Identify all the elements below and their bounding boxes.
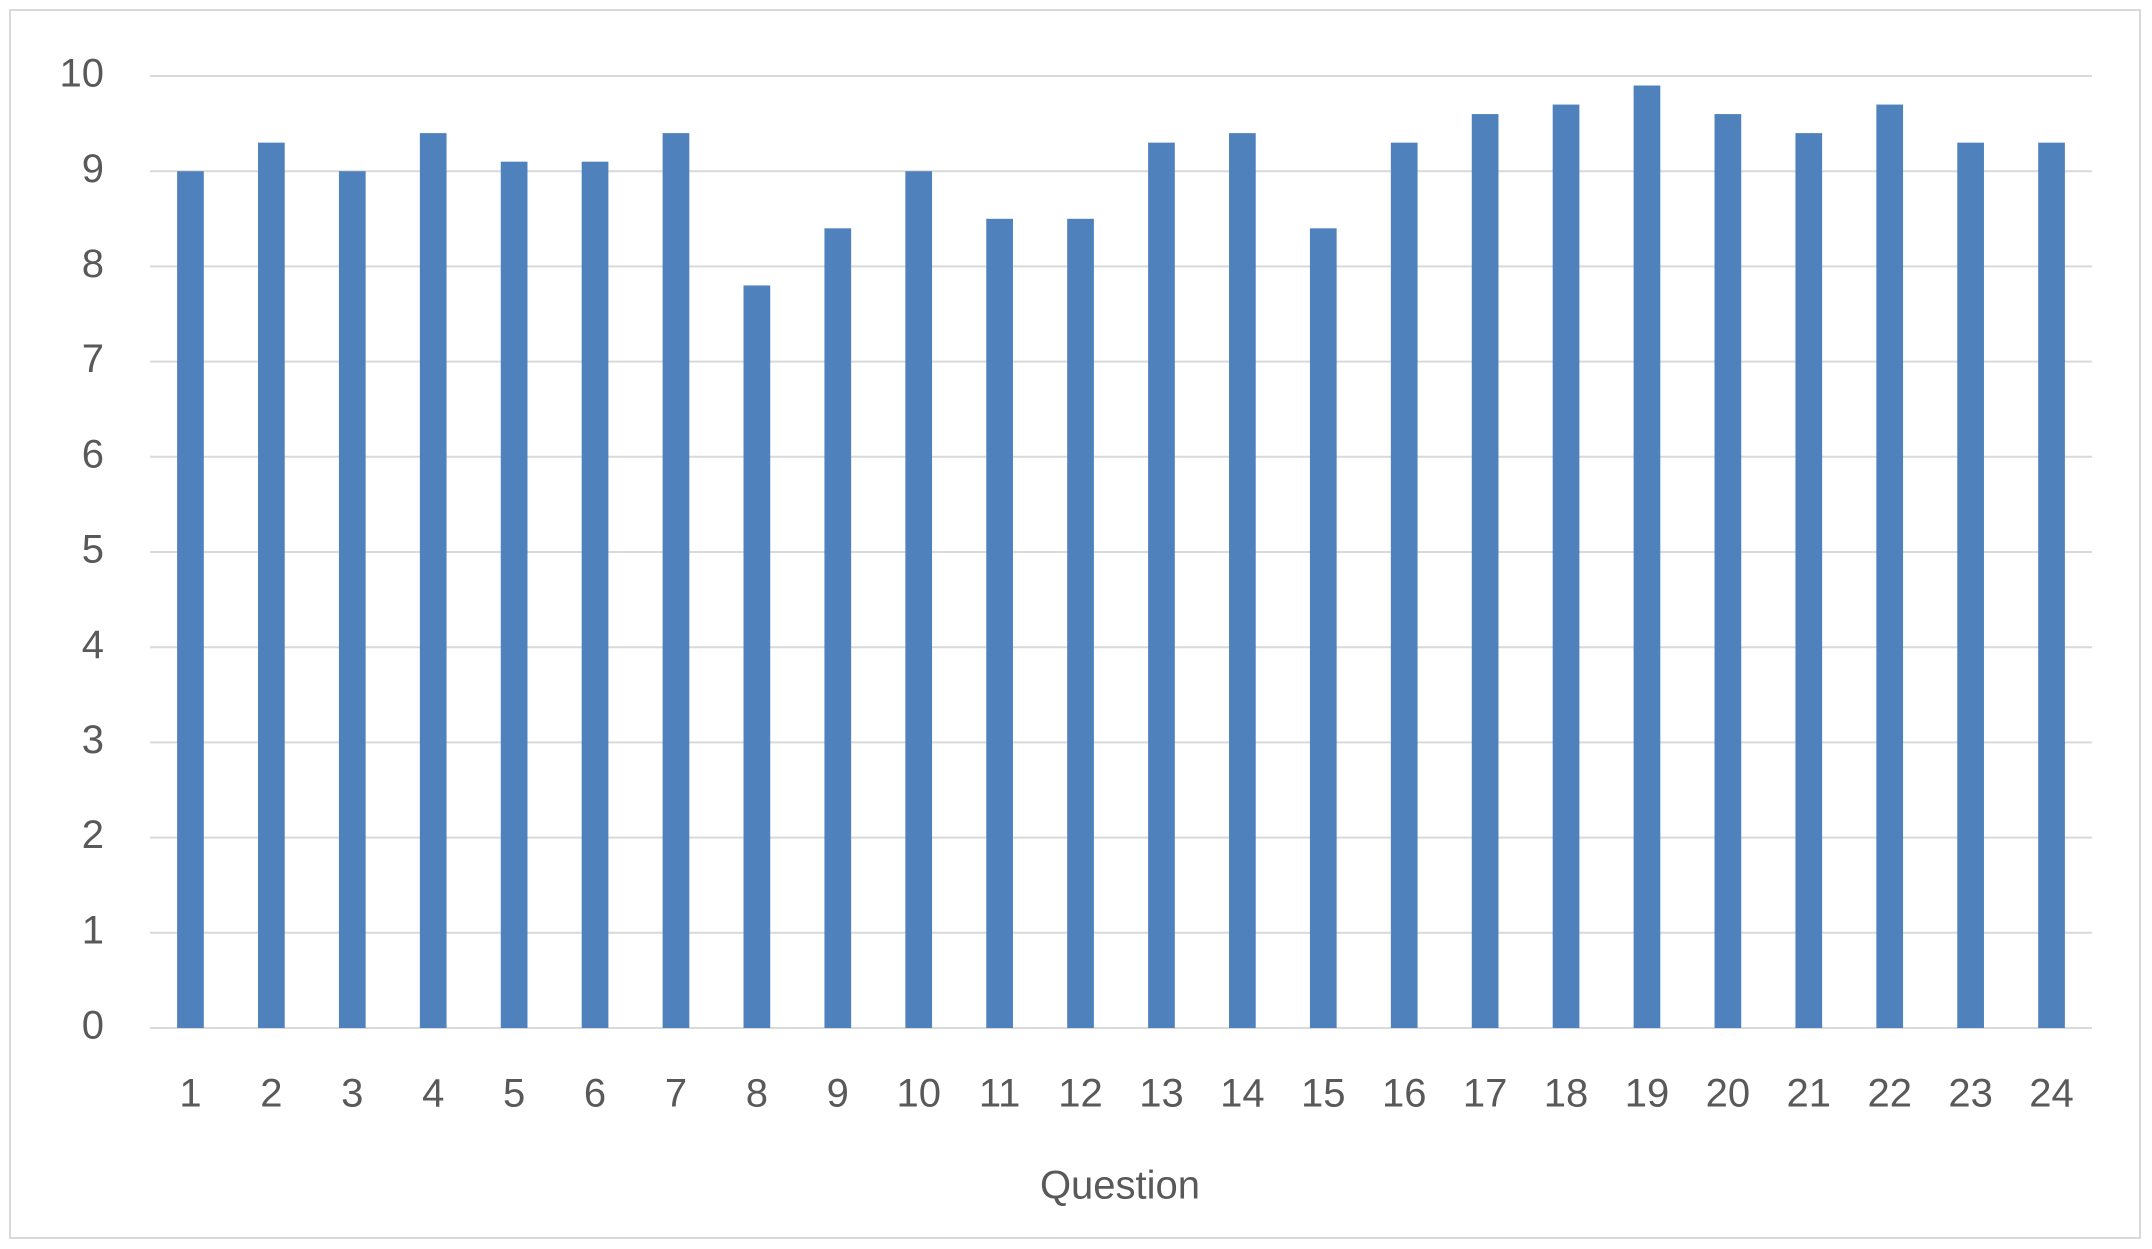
y-tick-label: 9 <box>82 147 104 191</box>
bar <box>824 228 852 1028</box>
x-tick-label: 8 <box>746 1072 768 1116</box>
x-tick-label: 9 <box>827 1072 849 1116</box>
x-tick-label: 11 <box>979 1072 1021 1116</box>
y-tick-label: 1 <box>82 908 104 952</box>
bar <box>1390 142 1418 1028</box>
bar <box>500 161 528 1028</box>
y-tick-label: 4 <box>82 623 104 667</box>
x-tick-label: 20 <box>1706 1072 1751 1116</box>
x-tick-label: 2 <box>260 1072 282 1116</box>
y-tick-label: 7 <box>82 337 104 381</box>
bar <box>581 161 609 1028</box>
x-tick-label: 21 <box>1787 1072 1832 1116</box>
bar <box>1471 114 1499 1028</box>
x-tick-label: 4 <box>422 1072 444 1116</box>
bar <box>1067 218 1094 1029</box>
bar <box>1229 133 1256 1028</box>
x-tick-label: 22 <box>1867 1072 1912 1116</box>
x-tick-label: 19 <box>1625 1072 1670 1116</box>
x-tick-label: 10 <box>896 1072 941 1116</box>
x-tick-label: 5 <box>503 1072 525 1116</box>
bar <box>1148 142 1175 1028</box>
y-tick-label: 3 <box>82 718 104 762</box>
x-tick-label: 3 <box>341 1072 363 1116</box>
bar <box>1795 133 1823 1028</box>
x-tick-label: 13 <box>1139 1072 1184 1116</box>
x-tick-label: 6 <box>584 1072 606 1116</box>
bar <box>905 171 933 1028</box>
bar <box>1633 85 1661 1028</box>
x-tick-label: 23 <box>1948 1072 1993 1116</box>
bar <box>1876 104 1904 1028</box>
x-tick-label: 16 <box>1382 1072 1427 1116</box>
bar <box>662 133 690 1028</box>
bar <box>1714 114 1742 1028</box>
bar <box>986 218 1013 1029</box>
x-axis-label: Question <box>1040 1164 1200 1208</box>
bar <box>419 133 447 1028</box>
bar <box>1552 104 1580 1028</box>
y-tick-label: 8 <box>82 242 104 286</box>
y-tick-label: 5 <box>82 528 104 572</box>
bar <box>1957 142 1984 1028</box>
x-tick-label: 15 <box>1301 1072 1346 1116</box>
y-tick-label: 0 <box>82 1004 104 1048</box>
x-tick-label: 1 <box>179 1072 201 1116</box>
x-tick-label: 14 <box>1220 1072 1265 1116</box>
x-tick-label: 17 <box>1463 1072 1508 1116</box>
x-tick-label: 12 <box>1058 1072 1103 1116</box>
bar <box>338 171 366 1028</box>
y-tick-label: 6 <box>82 432 104 476</box>
x-tick-label: 7 <box>665 1072 687 1116</box>
y-tick-label: 2 <box>82 813 104 857</box>
bar <box>1309 228 1337 1028</box>
x-tick-label: 18 <box>1544 1072 1589 1116</box>
bar <box>258 142 285 1028</box>
y-tick-label: 10 <box>60 52 105 96</box>
x-tick-label: 24 <box>2029 1072 2074 1116</box>
bar <box>177 171 204 1028</box>
bar <box>2038 142 2065 1028</box>
bar <box>743 285 771 1028</box>
